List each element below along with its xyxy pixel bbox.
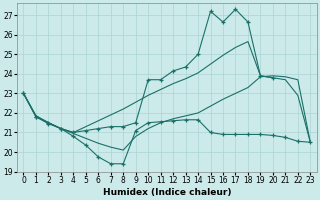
X-axis label: Humidex (Indice chaleur): Humidex (Indice chaleur): [103, 188, 231, 197]
